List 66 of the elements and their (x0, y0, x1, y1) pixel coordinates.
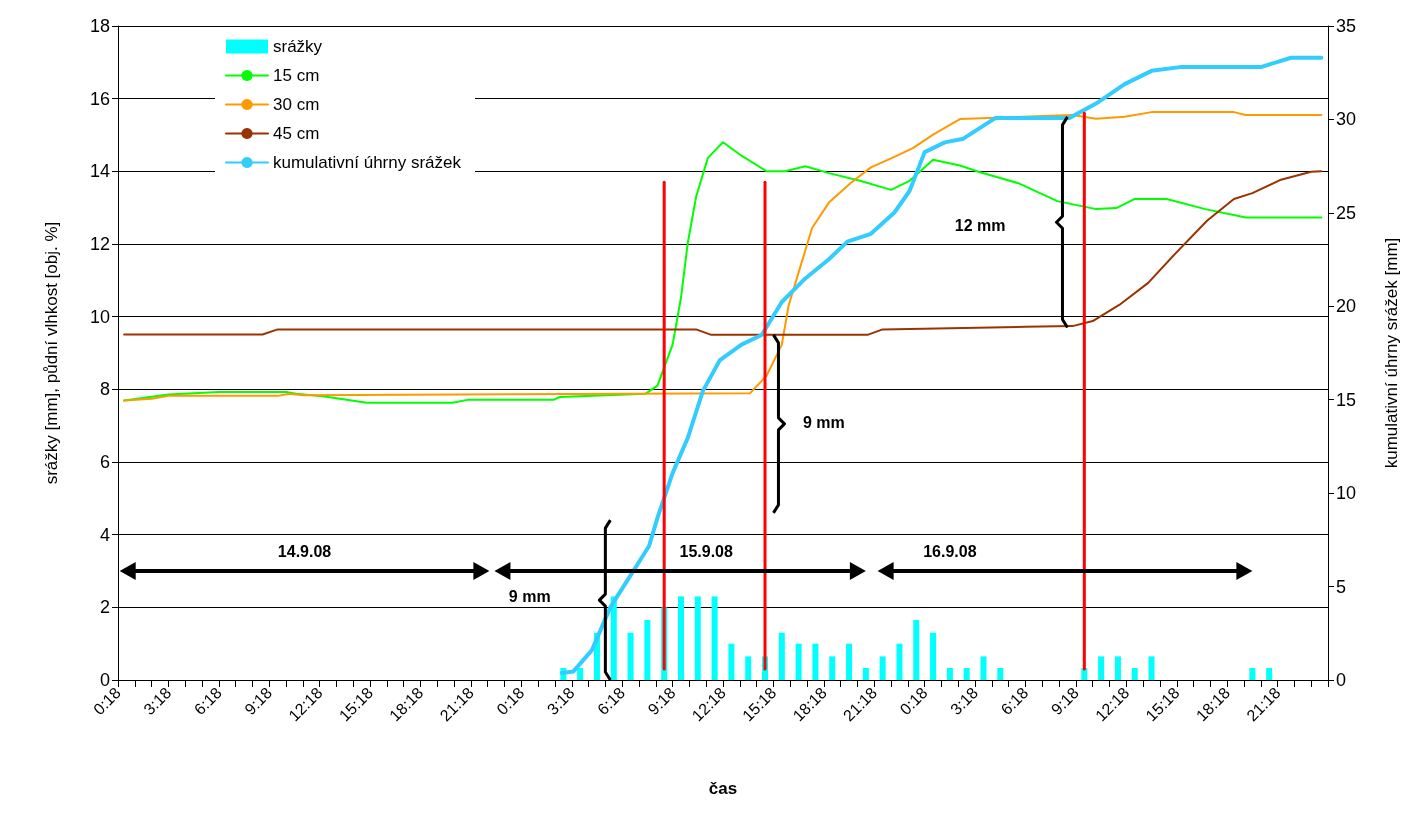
x-tick-label: 9:18 (644, 683, 679, 719)
annotation: 9 mm (802, 413, 845, 431)
y2-tick-label: 5 (1336, 576, 1347, 597)
y2-tick-label: 20 (1336, 296, 1357, 317)
x-tick-label: 0:18 (896, 683, 931, 719)
bar (644, 620, 651, 680)
x-tick-label: 3:18 (140, 683, 175, 719)
x-axis-title: čas (708, 779, 738, 798)
y-tick-label: 0 (99, 670, 110, 690)
annotation: 14.9.08 (277, 542, 332, 560)
y2-tick-label: 0 (1336, 670, 1347, 690)
y-axis-title: srážky [mm], půdní vlhkost [obj. %] (42, 221, 61, 485)
y2-tick-label: 35 (1336, 16, 1357, 36)
bar (577, 668, 584, 680)
bar (812, 643, 819, 680)
bar (627, 632, 634, 680)
x-tick-label: 3:18 (947, 683, 982, 719)
bar (694, 596, 701, 680)
y2-tick-label: 25 (1336, 202, 1357, 223)
y-tick-label: 16 (89, 88, 110, 109)
y2-tick-label: 30 (1336, 109, 1357, 130)
x-tick-label: 9:18 (241, 683, 276, 719)
y-tick-label: 2 (99, 597, 110, 618)
bar (963, 668, 970, 680)
bar (879, 656, 886, 680)
bar (711, 596, 718, 680)
bar (829, 656, 836, 680)
y2-tick-label: 10 (1336, 483, 1357, 504)
x-tick-label: 6:18 (190, 683, 225, 719)
legend-label: 15 cm (273, 66, 320, 85)
y2-axis-title: kumulativní úhrny srážek [mm] (1382, 237, 1401, 469)
bar (677, 596, 684, 680)
y-tick-label: 12 (89, 234, 110, 254)
annotation: 9 mm (508, 587, 551, 605)
bar (846, 643, 853, 680)
annotation: 16.9.08 (923, 542, 977, 560)
y-tick-label: 10 (89, 306, 110, 327)
bar (930, 632, 937, 680)
y2-tick-label: 15 (1336, 389, 1357, 410)
x-tick-label: 3:18 (543, 683, 578, 719)
bar (728, 643, 735, 680)
bar (980, 656, 987, 680)
y-tick-label: 4 (99, 524, 110, 545)
legend-label: 45 cm (273, 124, 320, 143)
y-tick-label: 8 (99, 379, 110, 400)
x-tick-label: 6:18 (594, 683, 629, 719)
bar (997, 668, 1004, 680)
bar (795, 643, 802, 680)
legend-label: 30 cm (273, 95, 320, 114)
bar (778, 632, 785, 680)
bar (862, 668, 869, 680)
bar (946, 668, 953, 680)
legend-label: kumulativní úhrny srážek (273, 153, 462, 172)
y-tick-label: 18 (89, 16, 110, 36)
bar (913, 620, 920, 680)
y-tick-label: 6 (99, 452, 110, 472)
x-tick-label: 0:18 (493, 683, 528, 719)
x-tick-label: 6:18 (997, 683, 1032, 719)
bar (610, 596, 617, 680)
bar (745, 656, 752, 680)
legend-label: srážky (273, 37, 323, 56)
x-tick-label: 9:18 (1047, 683, 1082, 719)
bar (896, 643, 903, 680)
annotation: 15.9.08 (679, 542, 733, 560)
y-tick-label: 14 (89, 161, 110, 182)
annotation: 12 mm (954, 217, 1006, 235)
